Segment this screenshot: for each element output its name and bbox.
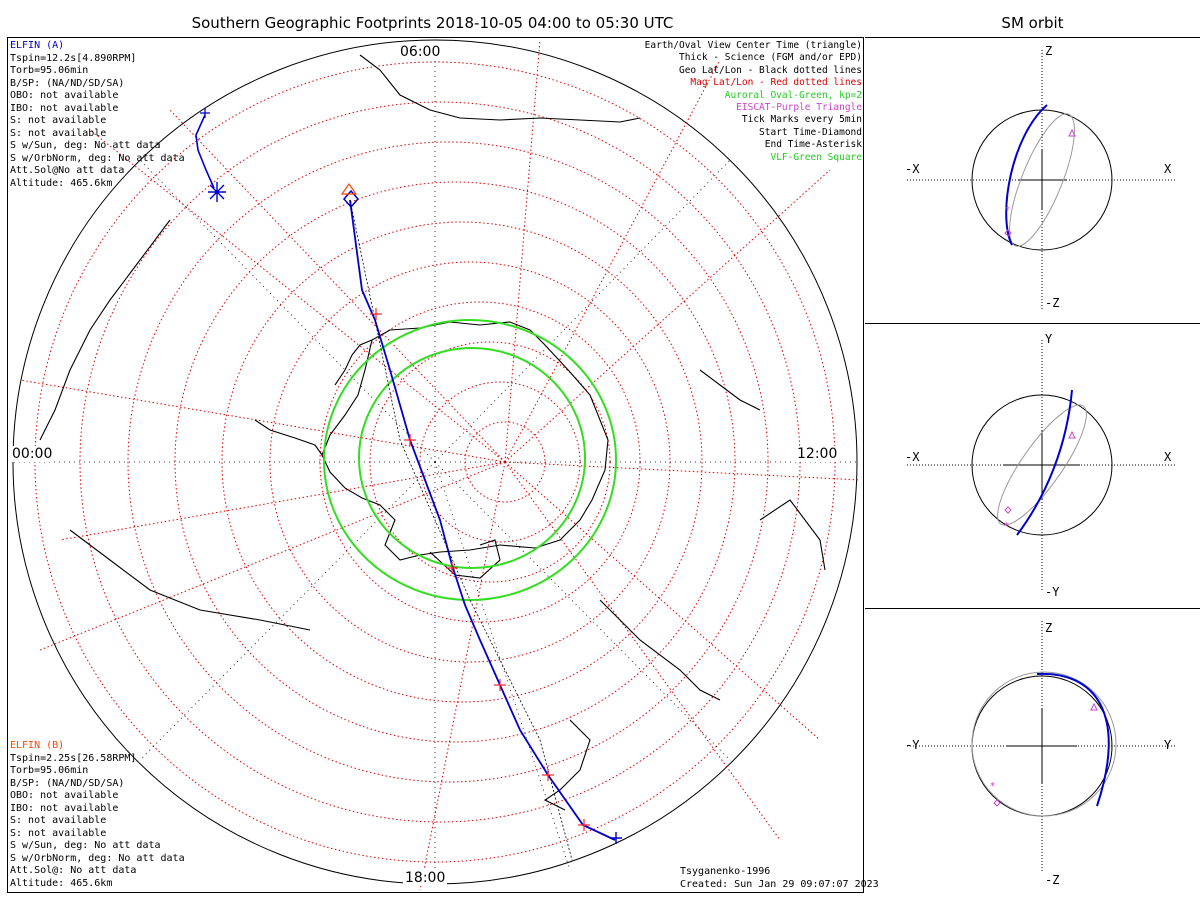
end-time-asterisk-b: [610, 832, 622, 844]
sm3-top-label: Z: [1045, 621, 1053, 635]
svg-text:*: *: [990, 781, 995, 792]
elfin-b-line: S w/OrbNorm, deg: No att data: [10, 852, 185, 864]
end-time-asterisk: [208, 182, 226, 202]
clock-label-left: 00:00: [10, 446, 55, 462]
sm1-right-label: X: [1164, 162, 1172, 176]
footer: Tsyganenko-1996 Created: Sun Jan 29 09:0…: [680, 866, 879, 891]
elfin-b-line: Altitude: 465.6km: [10, 877, 113, 889]
legend-entry: End Time-Asterisk: [764, 139, 862, 151]
sm-panel-yz: [865, 608, 1200, 893]
elfin-b-name: ELFIN (B): [10, 740, 65, 751]
elfin-b-line: Tspin=2.25s[26.58RPM]: [10, 752, 137, 764]
elfin-a-line: S: not available: [10, 127, 107, 139]
sm-orbit-title: SM orbit: [1001, 14, 1064, 32]
auroral-oval: [323, 319, 617, 601]
legend-entry: VLF-Green Square: [770, 151, 862, 163]
elfin-b-line: Att.Sol@: No att data: [10, 865, 137, 876]
svg-text:*: *: [1005, 205, 1010, 216]
elfin-b-line: S w/Sun, deg: No att data: [10, 840, 161, 851]
legend: Earth/Oval View Center Time (triangle) T…: [645, 40, 862, 164]
plot-title: Southern Geographic Footprints 2018-10-0…: [191, 14, 674, 32]
sm3-right-label: Y: [1164, 738, 1172, 752]
sm1-bottom-label: -Z: [1045, 296, 1060, 310]
elfin-a-line: S w/Sun, deg: No att data: [10, 140, 161, 151]
view-center-triangle: [340, 182, 358, 195]
elfin-b-line: OBO: not available: [10, 790, 119, 801]
legend-entry: Thick - Science (FGM and/or EPD): [678, 52, 862, 64]
elfin-a-line: IBO: not available: [10, 102, 119, 114]
sm3-bottom-label: -Z: [1045, 873, 1060, 887]
time-tick-marks: [370, 308, 590, 831]
legend-entry: Start Time-Diamond: [759, 126, 862, 138]
sm-panel-xy: [865, 323, 1200, 609]
elfin-b-info: ELFIN (B) Tspin=2.25s[26.58RPM] Torb=95.…: [10, 740, 185, 890]
legend-entry: Auroral Oval-Green, kp=2: [724, 89, 862, 101]
sm2-right-label: X: [1164, 450, 1172, 464]
sm1-top-label: Z: [1045, 44, 1053, 58]
clock-label-top: 06:00: [398, 44, 443, 60]
geo-lat-lon-grid: [13, 42, 857, 884]
legend-entry: Geo Lat/Lon - Black dotted lines: [678, 64, 862, 76]
sm-plot-xy: *: [907, 340, 1177, 590]
sm2-bottom-label: -Y: [1045, 585, 1060, 599]
elfin-a-line: Att.Sol@No att data: [10, 165, 125, 176]
elfin-a-line: Altitude: 465.6km: [10, 177, 113, 189]
start-time-diamond: [343, 189, 359, 209]
elfin-a-line: Torb=95.06min: [10, 65, 89, 76]
coastlines: [39, 54, 826, 811]
elfin-b-line: Torb=95.06min: [10, 765, 89, 776]
sm2-top-label: Y: [1045, 332, 1053, 346]
elfin-b-line: B/SP: (NA/ND/SD/SA): [10, 777, 125, 789]
legend-entry: Earth/Oval View Center Time (triangle): [644, 40, 862, 51]
geo-track-line: [349, 199, 573, 861]
elfin-b-line: IBO: not available: [10, 802, 119, 814]
clock-label-right: 12:00: [795, 446, 840, 462]
elfin-a-line: B/SP: (NA/ND/SD/SA): [10, 77, 125, 89]
legend-entry: Tick Marks every 5min: [741, 114, 862, 126]
elfin-a-line: Tspin=12.2s[4.890RPM]: [10, 52, 137, 64]
elfin-a-info: ELFIN (A) Tspin=12.2s[4.890RPM] Torb=95.…: [10, 40, 185, 190]
sm2-left-label: -X: [905, 450, 920, 464]
legend-entry: EISCAT-Purple Triangle: [736, 102, 862, 114]
elfin-a-track-line: [349, 199, 616, 841]
clock-label-bottom: 18:00: [403, 870, 448, 886]
sm-orbit-plots: * * *: [907, 50, 1177, 871]
sm-plot-yz: *: [907, 621, 1177, 871]
elfin-a-name: ELFIN (A): [10, 40, 65, 51]
footprint-map-frame: [7, 37, 864, 893]
sm3-left-label: -Y: [905, 738, 920, 752]
elfin-b-line: S: not available: [10, 815, 107, 826]
elfin-b-track-line: [195, 114, 215, 189]
elfin-a-footprint-track: [195, 108, 622, 861]
elfin-a-line: S w/OrbNorm, deg: No att data: [10, 152, 185, 164]
elfin-b-line: S: not available: [10, 827, 107, 839]
start-time-cross-b: [200, 108, 210, 118]
model-label: Tsyganenko-1996: [680, 866, 771, 877]
sm-panel-xz: [865, 37, 1200, 324]
elfin-a-line: S: not available: [10, 115, 107, 126]
mag-lon-grid: [19, 39, 861, 891]
svg-text:*: *: [1004, 521, 1009, 532]
sm1-left-label: -X: [905, 162, 920, 176]
created-label: Created: Sun Jan 29 09:07:07 2023: [680, 878, 879, 890]
sm-plot-xz: *: [907, 50, 1177, 310]
elfin-a-line: OBO: not available: [10, 90, 119, 101]
legend-entry: Mag Lat/Lon - Red dotted lines: [690, 77, 862, 89]
